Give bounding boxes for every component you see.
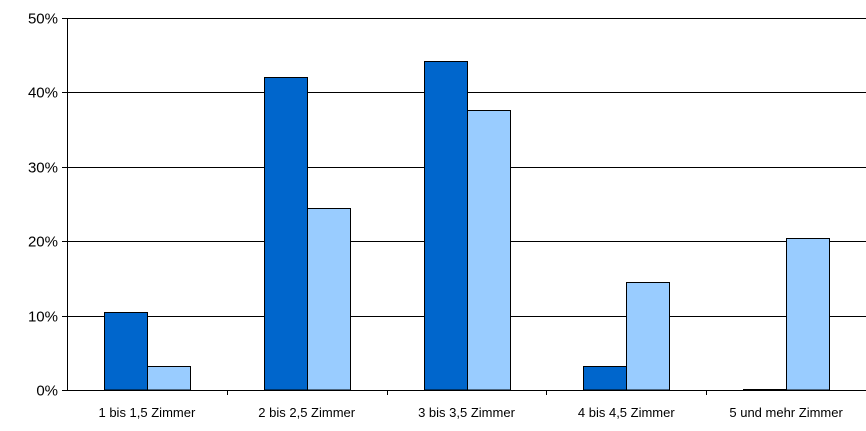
bar-series2-5	[786, 238, 830, 391]
bar-series1-2	[264, 77, 308, 391]
bar-series2-4	[626, 282, 670, 391]
y-tick-label: 50%	[28, 11, 58, 28]
bar-series1-4	[583, 366, 627, 391]
y-tick-labels: 0% 10% 20% 30% 40% 50%	[28, 11, 58, 400]
bars	[104, 61, 830, 391]
bar-series2-1	[147, 366, 191, 391]
x-tick-label: 2 bis 2,5 Zimmer	[258, 405, 355, 420]
bar-series2-2	[307, 208, 351, 391]
x-tick-label: 5 und mehr Zimmer	[729, 405, 843, 420]
x-tick-label: 4 bis 4,5 Zimmer	[578, 405, 675, 420]
x-tick-labels: 1 bis 1,5 Zimmer 2 bis 2,5 Zimmer 3 bis 3,…	[98, 405, 843, 420]
y-tick-label: 30%	[28, 160, 58, 177]
y-tick-label: 0%	[36, 383, 58, 400]
x-tick-label: 3 bis 3,5 Zimmer	[418, 405, 515, 420]
axes	[62, 18, 866, 395]
y-tick-label: 40%	[28, 85, 58, 102]
y-tick-label: 20%	[28, 234, 58, 251]
bar-series1-5	[743, 389, 787, 391]
bar-series1-1	[104, 312, 148, 391]
y-tick-label: 10%	[28, 309, 58, 326]
x-tick-label: 1 bis 1,5 Zimmer	[98, 405, 195, 420]
bar-series1-3	[424, 61, 468, 391]
bar-series2-3	[467, 110, 511, 391]
